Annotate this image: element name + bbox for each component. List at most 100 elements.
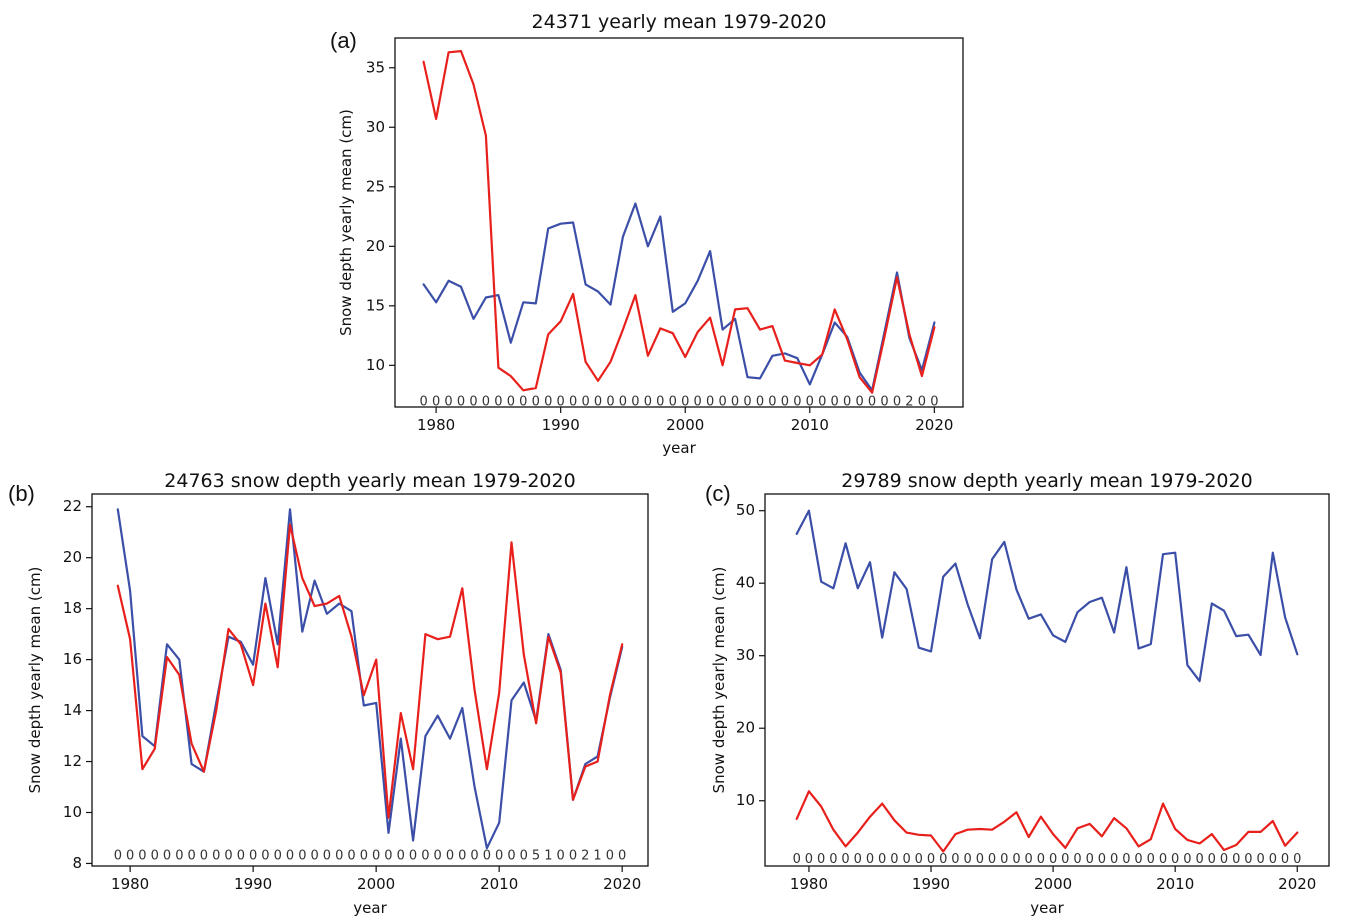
annotation-count: 0	[569, 395, 577, 410]
panel-label: (a)	[330, 28, 357, 53]
annotation-count: 0	[731, 395, 739, 410]
annotation-count: 0	[557, 395, 565, 410]
annotation-count: 0	[669, 395, 677, 410]
annotation-count: 0	[930, 395, 938, 410]
x-axis-label: year	[662, 439, 696, 457]
annotation-count: 0	[841, 852, 849, 867]
y-tick-label: 10	[63, 803, 82, 821]
annotation-count: 0	[163, 848, 171, 863]
annotation-count: 0	[482, 395, 490, 410]
annotation-count: 0	[175, 848, 183, 863]
annotation-count: 0	[854, 852, 862, 867]
y-tick-label: 10	[736, 791, 755, 809]
annotation-count: 0	[1110, 852, 1118, 867]
y-tick-label: 30	[366, 118, 385, 136]
annotation-count: 0	[1147, 852, 1155, 867]
series-line-0	[422, 202, 936, 392]
annotation-count: 0	[212, 848, 220, 863]
x-tick-label: 1980	[790, 875, 828, 893]
annotation-count: 0	[927, 852, 935, 867]
annotation-count: 0	[988, 852, 996, 867]
annotation-count: 0	[829, 852, 837, 867]
annotation-count: 0	[805, 852, 813, 867]
y-tick-label: 8	[72, 854, 82, 872]
y-tick-label: 40	[736, 574, 755, 592]
annotation-count: 0	[893, 395, 901, 410]
annotation-count: 0	[618, 848, 626, 863]
y-tick-label: 12	[63, 752, 82, 770]
y-tick-label: 20	[63, 548, 82, 566]
annotation-count: 0	[187, 848, 195, 863]
plot-frame	[394, 37, 964, 408]
y-tick-label: 14	[63, 701, 82, 719]
annotation-count: 0	[138, 848, 146, 863]
y-tick-label: 20	[736, 719, 755, 737]
x-tick-label: 2010	[791, 416, 829, 434]
annotation-count: 0	[444, 395, 452, 410]
annotation-count: 0	[224, 848, 232, 863]
annotation-count: 0	[718, 395, 726, 410]
annotation-count: 0	[126, 848, 134, 863]
annotation-count: 0	[347, 848, 355, 863]
annotation-count: 0	[619, 395, 627, 410]
annotation-count: 0	[976, 852, 984, 867]
x-tick-label: 2020	[603, 875, 641, 893]
annotation-count: 0	[384, 848, 392, 863]
chart-title: 24763 snow depth yearly mean 1979-2020	[164, 470, 575, 492]
x-tick-label: 2000	[1034, 875, 1072, 893]
annotation-count: 0	[483, 848, 491, 863]
x-tick-label: 2000	[357, 875, 395, 893]
annotation-count: 0	[1232, 852, 1240, 867]
y-tick-label: 50	[736, 501, 755, 519]
annotation-count: 0	[694, 395, 702, 410]
annotation-count: 0	[420, 395, 428, 410]
y-tick-label: 18	[63, 599, 82, 617]
annotation-count: 0	[1159, 852, 1167, 867]
annotation-count: 0	[1171, 852, 1179, 867]
annotation-count: 0	[1293, 852, 1301, 867]
annotation-count: 0	[495, 848, 503, 863]
annotation-count: 0	[918, 395, 926, 410]
annotation-count: 5	[532, 848, 540, 863]
x-tick-label: 1980	[417, 416, 455, 434]
annotation-count: 0	[311, 848, 319, 863]
annotation-count: 2	[905, 395, 913, 410]
annotation-count: 0	[114, 848, 122, 863]
annotation-count: 0	[360, 848, 368, 863]
series-line-0	[795, 509, 1299, 683]
annotation-count: 0	[880, 395, 888, 410]
annotation-count: 0	[1183, 852, 1191, 867]
annotation-count: 0	[1220, 852, 1228, 867]
annotation-count: 0	[335, 848, 343, 863]
annotation-count: 0	[594, 395, 602, 410]
chart-title: 29789 snow depth yearly mean 1979-2020	[841, 470, 1252, 492]
annotation-count: 0	[409, 848, 417, 863]
annotation-count: 0	[781, 395, 789, 410]
y-tick-label: 16	[63, 650, 82, 668]
annotation-count: 0	[1195, 852, 1203, 867]
annotation-count: 0	[743, 395, 751, 410]
annotation-count: 0	[557, 848, 565, 863]
annotation-count: 0	[1122, 852, 1130, 867]
annotation-count: 0	[519, 395, 527, 410]
x-tick-label: 2000	[666, 416, 704, 434]
annotation-count: 0	[1086, 852, 1094, 867]
annotation-count: 0	[372, 848, 380, 863]
x-axis-label: year	[1030, 899, 1064, 917]
annotation-count: 0	[843, 395, 851, 410]
series-line-1	[116, 523, 624, 819]
x-tick-label: 2010	[480, 875, 518, 893]
annotation-count: 0	[432, 395, 440, 410]
annotation-count: 0	[457, 395, 465, 410]
annotation-count: 0	[964, 852, 972, 867]
annotation-count: 0	[261, 848, 269, 863]
annotation-count: 0	[656, 395, 664, 410]
annotation-count: 1	[593, 848, 601, 863]
annotation-count: 0	[469, 395, 477, 410]
x-axis-label: year	[353, 899, 387, 917]
annotation-count: 0	[866, 852, 874, 867]
annotation-count: 0	[446, 848, 454, 863]
annotation-count: 0	[151, 848, 159, 863]
annotation-count: 1	[544, 848, 552, 863]
